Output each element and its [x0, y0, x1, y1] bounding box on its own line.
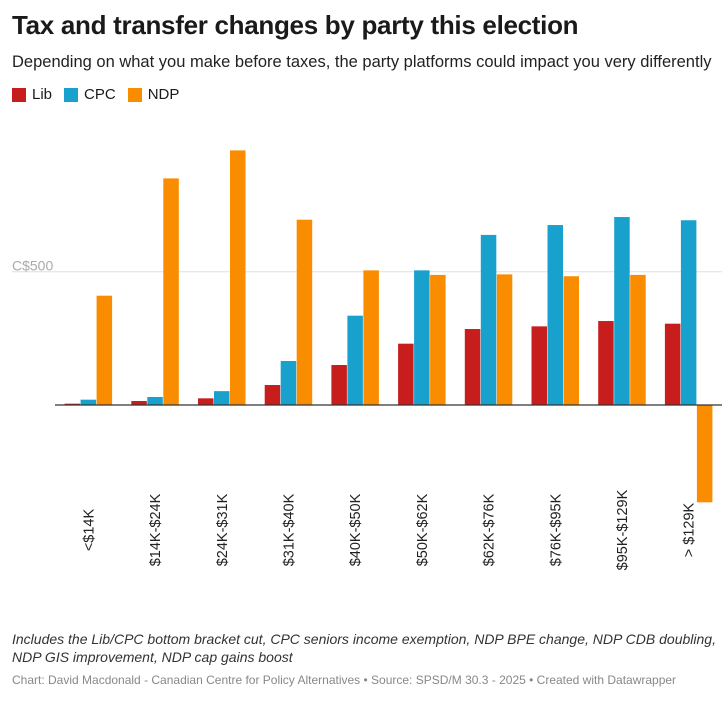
bar-lib [264, 385, 281, 405]
bar-lib [64, 403, 81, 405]
x-tick-label: $62K-$76K [482, 493, 498, 566]
bar-cpc [614, 217, 630, 405]
chart-subtitle: Depending on what you make before taxes,… [12, 53, 712, 71]
bar-ndp [496, 274, 513, 405]
legend: Lib CPC NDP [12, 86, 179, 103]
bar-lib [598, 321, 614, 405]
legend-item-cpc: CPC [64, 86, 116, 103]
x-tick-label: $76K-$95K [548, 493, 564, 566]
legend-item-ndp: NDP [127, 86, 180, 103]
bar-ndp [230, 150, 246, 405]
bar-cpc [147, 397, 163, 405]
bar-ndp [296, 219, 313, 405]
bar-cpc [214, 391, 230, 405]
bar-lib [398, 343, 414, 405]
bar-cpc [480, 234, 497, 405]
bar-ndp [163, 178, 179, 405]
bar-lib [531, 326, 547, 405]
legend-item-lib: Lib [12, 86, 52, 103]
x-tick-label: $31K-$40K [281, 493, 297, 566]
chart-credit: Chart: David Macdonald - Canadian Centre… [12, 673, 677, 687]
x-tick-label: $50K-$62K [415, 493, 431, 566]
bar-lib [464, 329, 481, 405]
bar-cpc [680, 220, 697, 405]
chart-notes: Includes the Lib/CPC bottom bracket cut,… [12, 631, 716, 666]
bar-cpc [80, 399, 97, 405]
bar-lib [198, 398, 214, 405]
bar-chart: C$500 <$14K $14K-$24K $24K-$31K $31K-$40K $40… [12, 150, 722, 570]
bar-ndp [696, 405, 713, 503]
legend-swatch-ndp [127, 87, 142, 102]
bar-cpc [347, 315, 363, 405]
legend-label-cpc: CPC [84, 86, 116, 103]
x-tick-label: $40K-$50K [348, 493, 364, 566]
x-tick-label: $24K-$31K [215, 493, 231, 566]
bar-cpc [280, 361, 297, 405]
legend-label-ndp: NDP [147, 86, 180, 103]
chart-title: Tax and transfer changes by party this e… [12, 10, 579, 40]
bar-ndp [96, 295, 113, 405]
bar-ndp [363, 270, 379, 405]
x-tick-label: > $129K [682, 502, 698, 557]
bar-ndp [563, 276, 579, 405]
legend-swatch-cpc [64, 87, 79, 102]
bar-lib [664, 323, 681, 405]
bar-lib [331, 365, 347, 405]
bar-cpc [414, 270, 430, 405]
bar-lib [131, 401, 147, 405]
x-tick-label: <$14K [81, 509, 97, 552]
bar-ndp [630, 274, 646, 405]
y-tick-label: C$500 [12, 258, 53, 274]
x-tick-label: $14K-$24K [148, 493, 164, 566]
bar-cpc [547, 225, 563, 405]
legend-label-lib: Lib [32, 86, 53, 103]
legend-swatch-lib [12, 87, 26, 102]
bar-ndp [430, 274, 446, 405]
x-tick-label: $95K-$129K [615, 489, 631, 570]
